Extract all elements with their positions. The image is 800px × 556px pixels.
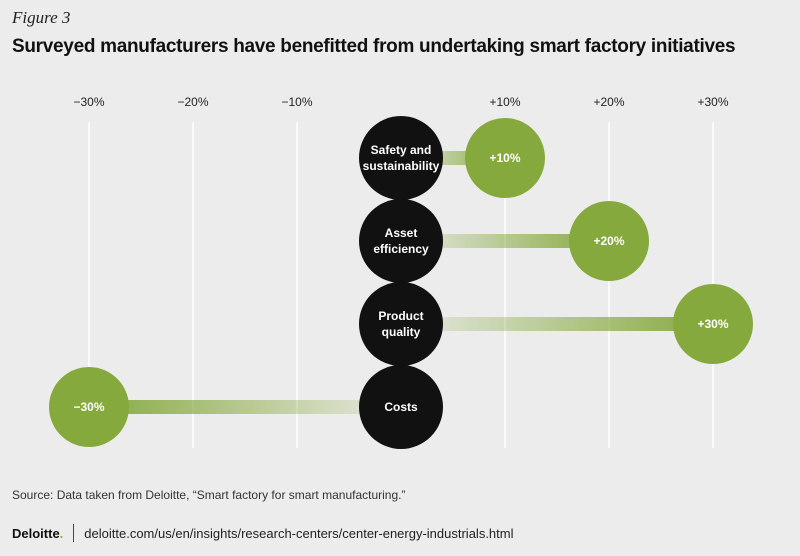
- data-label: +20%: [593, 234, 624, 248]
- category-label-line: quality: [382, 325, 421, 339]
- source-note: Source: Data taken from Deloitte, “Smart…: [12, 488, 406, 502]
- footer-divider: [73, 524, 75, 542]
- value-bubble: [673, 284, 753, 364]
- bar: [401, 317, 713, 331]
- x-tick-label: −10%: [281, 95, 312, 109]
- x-tick-label: +20%: [593, 95, 624, 109]
- category-label-line: efficiency: [373, 242, 429, 256]
- category-label-line: Safety and: [371, 143, 432, 157]
- value-bubble: [49, 367, 129, 447]
- category-bubble: [359, 199, 443, 283]
- value-bubble: [465, 118, 545, 198]
- category-label: Safety and sustainability: [363, 143, 440, 173]
- category-label: Asset efficiency: [373, 226, 429, 256]
- figure-label: Figure 3: [12, 8, 71, 27]
- footer: Deloitte. deloitte.com/us/en/insights/re…: [12, 524, 514, 542]
- category-bubble: [359, 365, 443, 449]
- category-bubble: [359, 116, 443, 200]
- x-tick-label: +30%: [697, 95, 728, 109]
- category-label-line: Costs: [384, 400, 418, 414]
- category-label: Costs: [384, 400, 418, 414]
- footer-url: deloitte.com/us/en/insights/research-cen…: [84, 525, 514, 541]
- category-label-line: Product: [378, 309, 423, 323]
- value-bubble: [569, 201, 649, 281]
- bar: [401, 234, 609, 248]
- brand-logo: Deloitte.: [12, 525, 64, 541]
- x-axis-ticks: −30% −20% −10% +10% +20% +30%: [73, 95, 728, 109]
- chart-title: Surveyed manufacturers have benefitted f…: [12, 36, 736, 57]
- category-label: Product quality: [378, 309, 423, 339]
- bubbles-layer: +10% Safety and sustainability +20% Asset eff…: [49, 116, 753, 449]
- x-tick-label: +10%: [489, 95, 520, 109]
- bar: [89, 400, 401, 414]
- category-bubble: [359, 282, 443, 366]
- data-label: −30%: [73, 400, 104, 414]
- data-label: +10%: [489, 151, 520, 165]
- category-label-line: Asset: [385, 226, 418, 240]
- x-tick-label: −30%: [73, 95, 104, 109]
- data-label: +30%: [697, 317, 728, 331]
- chart: −30% −20% −10% +10% +20% +30% +10% Safety and s…: [49, 95, 753, 449]
- x-tick-label: −20%: [177, 95, 208, 109]
- category-label-line: sustainability: [363, 159, 440, 173]
